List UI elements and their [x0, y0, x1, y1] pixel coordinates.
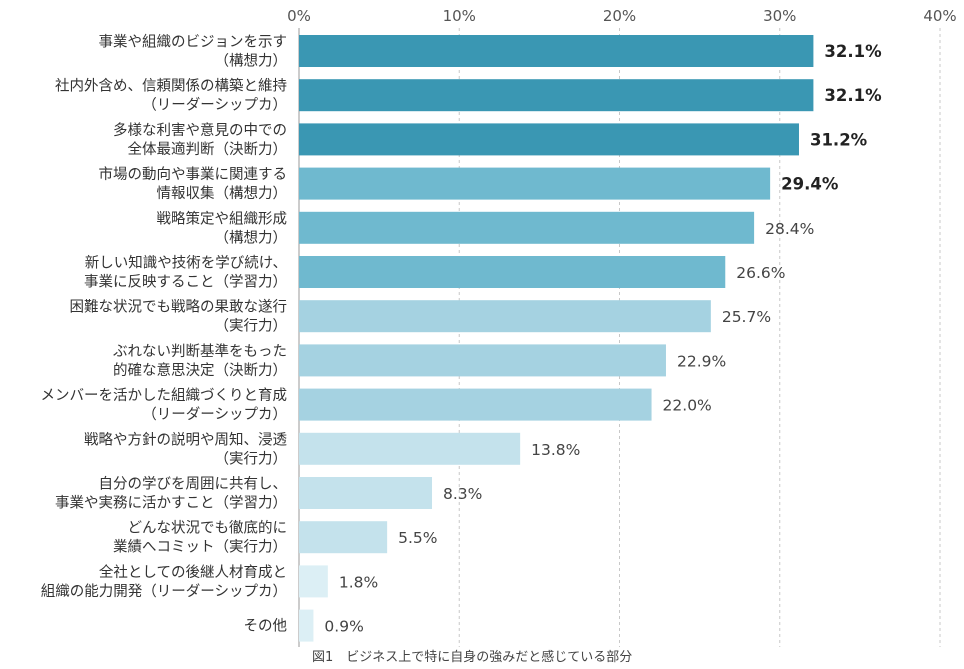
data-label: 5.5%: [398, 529, 437, 547]
category-label: メンバーを活かした組織づくりと育成: [41, 387, 288, 404]
category-label: 事業や実務に活かすこと（学習力）: [55, 495, 287, 512]
category-label: 新しい知識や技術を学び続け、: [85, 255, 287, 272]
bar: [299, 35, 814, 67]
bar: [299, 477, 433, 509]
category-label: 事業に反映すること（学習力）: [84, 274, 287, 291]
gridlines: [298, 28, 941, 647]
bar: [299, 123, 799, 156]
data-label: 31.2%: [810, 130, 868, 149]
category-label: 自分の学びを周囲に共有し、: [99, 476, 288, 493]
data-label: 28.4%: [765, 220, 814, 238]
bar: [299, 565, 328, 598]
category-label: （リーダーシップカ）: [142, 97, 287, 114]
category-label: その他: [244, 618, 288, 635]
x-tick-label: 10%: [443, 7, 476, 25]
bar: [299, 521, 388, 554]
data-label: 29.4%: [781, 175, 839, 194]
category-label: 組織の能力開発（リーダーシップカ）: [41, 583, 287, 600]
category-label: 多様な利害や意見の中での: [113, 121, 287, 139]
category-label: ぶれない判断基準をもった: [113, 343, 287, 360]
data-label: 22.9%: [677, 352, 726, 370]
chart-caption: 図1 ビジネス上で特に自身の強みだと感じている部分: [312, 649, 632, 665]
bar: [299, 432, 521, 465]
bar: [299, 609, 314, 642]
category-label: 情報収集（構想力）: [157, 185, 288, 202]
bar: [299, 79, 814, 112]
category-labels: 事業や組織のビジョンを示す （構想力） 社内外含め、信頼関係の構築と維持 （リーダーシ…: [41, 34, 288, 635]
x-tick-label: 40%: [923, 7, 956, 25]
x-axis-ticks: 0% 10% 20% 30% 40%: [287, 7, 957, 25]
category-label: どんな状況でも徹底的に: [128, 520, 288, 537]
bar: [299, 388, 652, 421]
category-label: 戦略策定や組織形成: [157, 210, 288, 227]
data-label: 25.7%: [722, 308, 771, 326]
category-label: 全社としての後継人材育成と: [99, 563, 287, 581]
value-labels: 32.1% 32.1% 31.2% 29.4% 28.4% 26.6% 25.7% 22.9%…: [324, 42, 882, 636]
x-tick-label: 30%: [763, 7, 796, 25]
bar: [299, 211, 755, 244]
data-label: 8.3%: [443, 485, 482, 503]
category-label: 困難な状況でも戦略の果敢な遂行: [70, 299, 288, 316]
bar: [299, 167, 771, 200]
data-label: 13.8%: [531, 441, 580, 459]
category-label: （リーダーシップカ）: [142, 406, 287, 423]
category-label: 戦略や方針の説明や周知、浸透: [84, 431, 287, 448]
bar: [299, 300, 711, 333]
category-label: 社内外含め、信頼関係の構築と維持: [55, 77, 287, 95]
data-label: 0.9%: [324, 618, 363, 636]
data-label: 22.0%: [663, 397, 712, 415]
data-label: 1.8%: [339, 573, 378, 591]
category-label: 全体最適判断（決断力）: [128, 140, 288, 158]
category-label: （実行力）: [215, 318, 288, 335]
category-label: （構想力）: [215, 53, 288, 70]
category-label: （実行力）: [215, 450, 288, 467]
data-label: 32.1%: [824, 42, 882, 61]
data-label: 26.6%: [736, 264, 785, 282]
x-tick-label: 20%: [603, 7, 636, 25]
category-label: 業績へコミット（実行力）: [113, 539, 287, 556]
category-label: （構想力）: [215, 229, 288, 246]
category-label: 事業や組織のビジョンを示す: [99, 34, 288, 51]
bar: [299, 344, 666, 377]
data-label: 32.1%: [824, 86, 882, 105]
x-tick-label: 0%: [287, 7, 311, 25]
category-label: 市場の動向や事業に関連する: [99, 166, 288, 183]
bars: [299, 35, 814, 642]
category-label: 的確な意思決定（決断力）: [113, 361, 287, 379]
bar: [299, 256, 726, 288]
